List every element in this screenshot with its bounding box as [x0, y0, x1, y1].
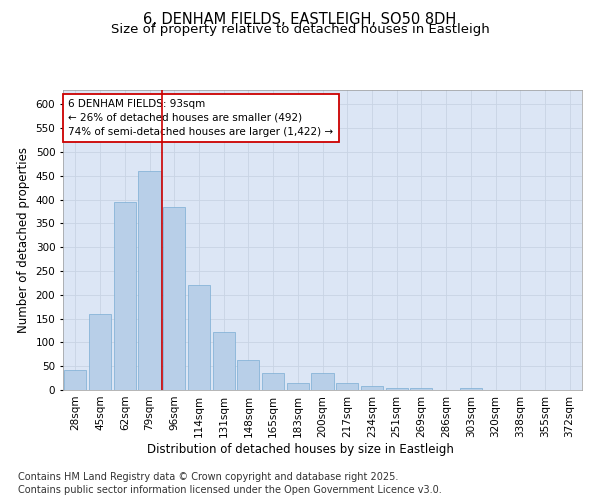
Bar [163, 206, 185, 390]
Y-axis label: Number of detached properties: Number of detached properties [17, 147, 30, 333]
Bar [262, 374, 284, 390]
Bar [113, 202, 136, 390]
Bar [89, 314, 111, 390]
Text: Contains public sector information licensed under the Open Government Licence v3: Contains public sector information licen… [18, 485, 442, 495]
Text: Distribution of detached houses by size in Eastleigh: Distribution of detached houses by size … [146, 442, 454, 456]
Text: Size of property relative to detached houses in Eastleigh: Size of property relative to detached ho… [110, 22, 490, 36]
Bar [386, 388, 408, 390]
Bar [361, 386, 383, 390]
Bar [410, 388, 433, 390]
Bar [311, 374, 334, 390]
Text: Contains HM Land Registry data © Crown copyright and database right 2025.: Contains HM Land Registry data © Crown c… [18, 472, 398, 482]
Text: 6, DENHAM FIELDS, EASTLEIGH, SO50 8DH: 6, DENHAM FIELDS, EASTLEIGH, SO50 8DH [143, 12, 457, 28]
Bar [460, 388, 482, 390]
Text: 6 DENHAM FIELDS: 93sqm
← 26% of detached houses are smaller (492)
74% of semi-de: 6 DENHAM FIELDS: 93sqm ← 26% of detached… [68, 99, 334, 137]
Bar [212, 332, 235, 390]
Bar [237, 360, 259, 390]
Bar [64, 370, 86, 390]
Bar [287, 384, 309, 390]
Bar [336, 384, 358, 390]
Bar [139, 171, 161, 390]
Bar [188, 285, 210, 390]
